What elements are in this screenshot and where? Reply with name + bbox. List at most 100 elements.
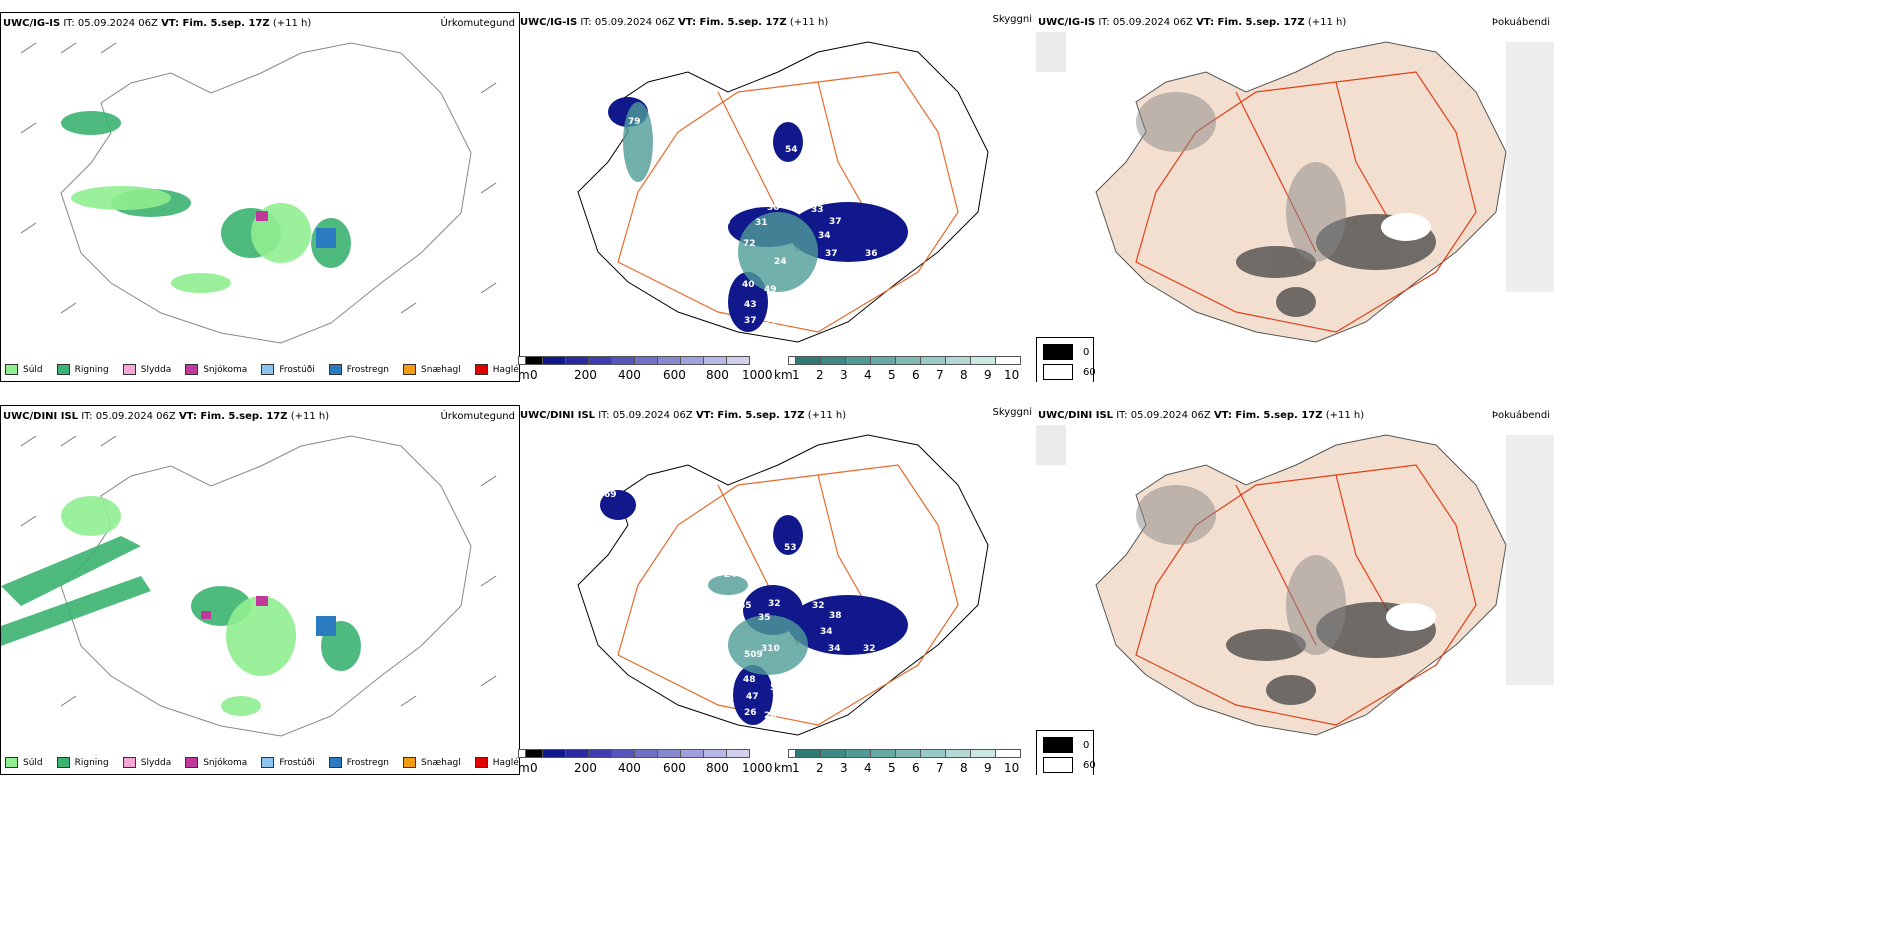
cloud-label-12: 36: [865, 249, 878, 259]
cbar-m-tick: 800: [706, 368, 729, 382]
cloud-label-14: 54: [785, 145, 798, 155]
precip-panel-bottom: UWC/DINI ISL IT: 05.09.2024 06Z VT: Fim.…: [0, 405, 520, 775]
cloud-panel-top: UWC/IG-IS IT: 05.09.2024 06Z VT: Fim. 5.…: [518, 12, 1036, 382]
cloud-label-4: 81: [806, 581, 819, 591]
panel-header: UWC/IG-IS IT: 05.09.2024 06Z VT: Fim. 5.…: [3, 18, 312, 29]
cloud-label-23: 65: [739, 601, 752, 611]
panel-title: Úrkomutegund: [440, 411, 515, 422]
rigning-swatch: [56, 757, 70, 768]
cloud-label-5: 33: [811, 205, 824, 215]
iceland-cloud-map: 69 70 53 81 32 32 38 35 34 34 34 32 21 5…: [577, 434, 989, 736]
cbar-km-tick: 8: [960, 761, 968, 775]
cloud-label-17: 59: [770, 683, 783, 693]
cloud-label-22: 273: [724, 177, 743, 187]
cbar-km-tick: 4: [864, 761, 872, 775]
cloud-label-3: 68: [806, 185, 819, 195]
haglel-swatch: [474, 364, 488, 375]
fog-dark-label: 0: [1083, 346, 1090, 358]
fog-dark-label: 0: [1083, 739, 1090, 751]
cloud-label-15: 310: [761, 644, 780, 654]
fog-legend: 0 60: [1036, 730, 1096, 775]
cloud-label-20: 26: [764, 711, 777, 721]
fog-legend: 0 60: [1036, 337, 1096, 382]
cloud-panel-bottom: UWC/DINI ISL IT: 05.09.2024 06Z VT: Fim.…: [518, 405, 1036, 775]
cbar-km-tick: 4: [864, 368, 872, 382]
cloud-label-13: 21: [868, 666, 881, 676]
fog-panel-bottom: UWC/DINI ISL IT: 05.09.2024 06Z VT: Fim.…: [1036, 405, 1554, 775]
cloud-label-18: 37: [744, 316, 757, 326]
cloud-label-15: 40: [742, 280, 755, 290]
cbar-m-tick: 0: [530, 761, 538, 775]
cloud-label-11: 34: [828, 644, 841, 654]
cbar-km-tick: 7: [936, 368, 944, 382]
cbar-m-tick: 200: [574, 761, 597, 775]
cbar-km-tick: 5: [888, 761, 896, 775]
cloud-label-16: 48: [743, 675, 756, 685]
cbar-m-tick: 800: [706, 761, 729, 775]
cbar-km-tick: 1: [792, 761, 800, 775]
cbar-km-tick: 9: [984, 761, 992, 775]
cloud-label-8: 34: [818, 231, 831, 241]
cloud-label-6: 32: [812, 601, 825, 611]
cloud-label-9: 34: [718, 612, 731, 622]
frostudi-swatch: [261, 364, 275, 375]
iceland-cloud-map: 79 30 68 30 33 37 31 34 30 72 37 36 27 5…: [577, 41, 989, 343]
cloud-label-10: 72: [743, 239, 756, 249]
panel-header: UWC/DINI ISL IT: 05.09.2024 06Z VT: Fim.…: [520, 410, 847, 421]
cbar-km-tick: 10: [1004, 761, 1020, 775]
iceland-precip-map: [20, 42, 497, 344]
cloud-label-7: 31: [755, 218, 768, 228]
cloud-label-19: 26: [744, 708, 757, 718]
panel-header: UWC/DINI ISL IT: 05.09.2024 06Z VT: Fim.…: [1038, 410, 1365, 421]
cloud-label-13: 27: [867, 272, 880, 282]
cloud-label-17: 43: [744, 300, 757, 310]
cbar-km-tick: 7: [936, 761, 944, 775]
cbar-m-tick: 400: [618, 368, 641, 382]
cbar-unit-km: km: [774, 368, 793, 382]
precip-legend: Súld Rigning Slydda Snjókoma Frostúði Fr…: [5, 364, 519, 375]
precip-panel-top: UWC/IG-IS IT: 05.09.2024 06Z VT: Fim. 5.…: [0, 12, 520, 382]
cloud-label-2: 70: [634, 510, 647, 520]
cloud-label-1: 69: [604, 490, 617, 500]
cbar-km-tick: 5: [888, 368, 896, 382]
snjokoma-swatch: [185, 757, 199, 768]
cbar-m-tick: 600: [663, 761, 686, 775]
cbar-km-tick: 10: [1004, 368, 1020, 382]
cloud-label-6: 37: [829, 217, 842, 227]
frostregn-swatch: [328, 364, 342, 375]
panel-title: Skyggni: [992, 407, 1032, 418]
cloud-label-18: 47: [746, 692, 759, 702]
suld-swatch: [5, 364, 18, 375]
snaehagl-swatch: [403, 364, 417, 375]
cloud-label-1: 79: [628, 117, 641, 127]
cbar-m-tick: 1000: [742, 761, 773, 775]
fog-panel-top: UWC/IG-IS IT: 05.09.2024 06Z VT: Fim. 5.…: [1036, 12, 1554, 382]
frostudi-swatch: [261, 757, 275, 768]
rigning-swatch: [56, 364, 70, 375]
cbar-unit-m: m: [518, 761, 530, 775]
cloud-label-10: 34: [820, 627, 833, 637]
cloud-label-24: 43: [690, 612, 703, 622]
cloud-label-21: 24: [724, 570, 737, 580]
panel-title: Úrkomutegund: [440, 18, 515, 29]
cloud-label-3: 53: [784, 543, 797, 553]
cloud-labels: 69 70 53 81 32 32 38 35 34 34 34 32 21 5…: [604, 490, 881, 721]
cbar-km-tick: 3: [840, 761, 848, 775]
cbar-km-tick: 6: [912, 761, 920, 775]
cbar-m-tick: 400: [618, 761, 641, 775]
snaehagl-swatch: [403, 757, 417, 768]
cbar-km-tick: 1: [792, 368, 800, 382]
panel-title: Þokuábendi: [1491, 17, 1550, 28]
cloud-label-20: 45: [924, 208, 937, 218]
fog-light-label: 60: [1083, 759, 1096, 771]
cbar-km-tick: 9: [984, 368, 992, 382]
fog-light-label: 60: [1083, 366, 1096, 378]
cloud-label-5: 32: [768, 599, 781, 609]
cloud-label-22: 52: [708, 598, 721, 608]
cbar-m-tick: 200: [574, 368, 597, 382]
cloud-label-4: 30: [718, 217, 731, 227]
fog-light-swatch: [1043, 757, 1073, 773]
suld-swatch: [5, 757, 18, 768]
cloud-label-8: 35: [758, 613, 771, 623]
cbar-m-tick: 600: [663, 368, 686, 382]
